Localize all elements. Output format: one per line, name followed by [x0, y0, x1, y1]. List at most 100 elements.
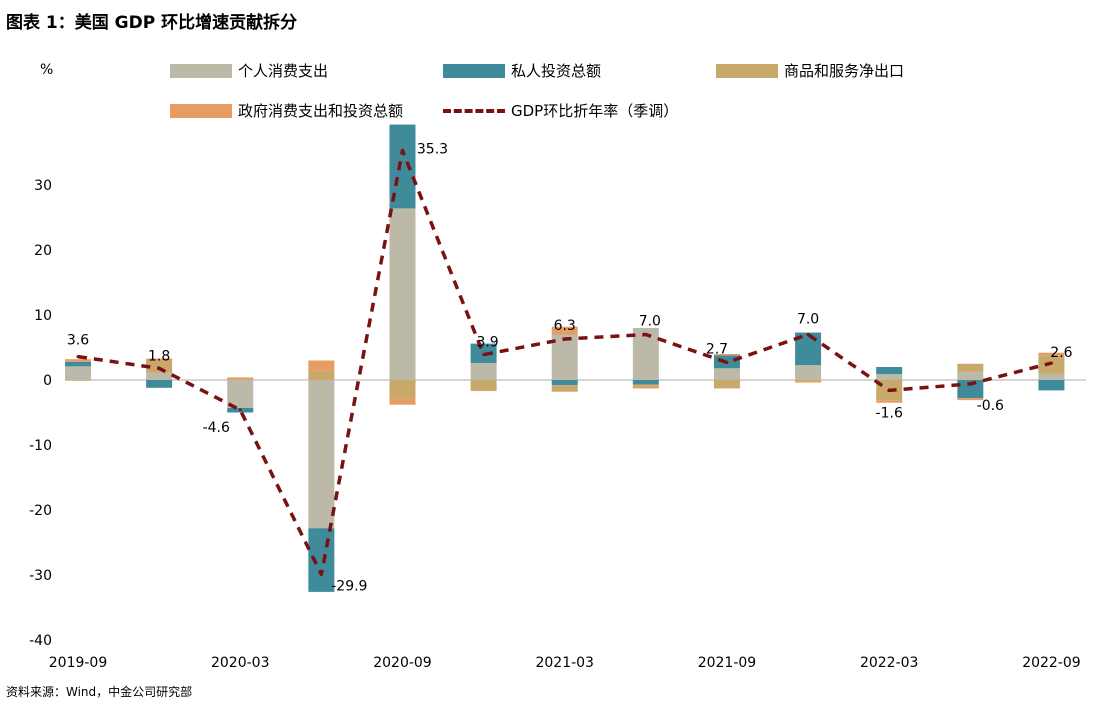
legend-item-consumption: 个人消费支出 [170, 60, 328, 81]
bar-consumption [957, 371, 984, 380]
bar-consumption [876, 374, 903, 380]
x-tick-label: 2022-09 [1022, 655, 1081, 671]
bar-government [795, 381, 822, 383]
gdp-data-label: 7.0 [639, 314, 661, 330]
gdp-point [968, 382, 972, 386]
gdp-point [563, 337, 567, 341]
x-tick-label: 2019-09 [49, 655, 108, 671]
y-tick-label: 30 [34, 178, 52, 194]
legend-item-net-exports: 商品和服务净出口 [716, 60, 904, 81]
y-tick-label: -30 [29, 568, 52, 584]
y-tick-label: 0 [43, 373, 52, 389]
gdp-data-label: 7.0 [797, 312, 819, 328]
gdp-point [238, 408, 242, 412]
bar-net_exports [227, 379, 254, 380]
bar-net_exports [957, 363, 984, 372]
y-tick-label: -40 [29, 633, 52, 649]
bar-net_exports [308, 370, 335, 380]
legend-label-consumption: 个人消费支出 [238, 62, 329, 80]
gdp-data-label: -29.9 [331, 578, 367, 594]
bar-consumption [308, 380, 335, 529]
bar-net_exports [713, 380, 740, 389]
bar-government [308, 360, 335, 371]
bar-government [1038, 352, 1065, 356]
bar-consumption [146, 372, 173, 380]
bar-net_exports [795, 380, 822, 382]
bar-consumption [1038, 373, 1065, 380]
source-note: 资料来源：Wind，中金公司研究部 [6, 685, 193, 699]
gdp-point [482, 353, 486, 357]
y-axis-unit: % [40, 62, 54, 78]
bar-government [876, 400, 903, 403]
legend-item-investment: 私人投资总额 [443, 60, 601, 81]
bar-government [146, 358, 173, 361]
gdp-data-label: -1.6 [876, 405, 903, 421]
bar-government [65, 359, 91, 362]
bar-net_exports [470, 380, 497, 391]
bar-government [551, 326, 578, 335]
legend-swatch-gdp-line [443, 108, 505, 113]
bar-investment [876, 367, 903, 375]
bar-government [470, 390, 497, 392]
bar-net_exports [389, 380, 416, 399]
bar-net_exports [65, 380, 91, 381]
gdp-point [1049, 361, 1053, 365]
legend-item-government: 政府消费支出和投资总额 [170, 100, 403, 121]
gdp-point [806, 333, 810, 336]
bar-investment [632, 380, 659, 385]
gdp-data-label: 2.7 [706, 341, 728, 357]
legend-swatch-consumption [170, 63, 232, 78]
x-tick-label: 2022-03 [860, 655, 919, 671]
gdp-data-label: -4.6 [203, 420, 230, 436]
legend-swatch-investment [443, 63, 505, 78]
x-tick-label: 2020-03 [211, 655, 270, 671]
gdp-data-label: 2.6 [1050, 345, 1072, 361]
bar-consumption [227, 380, 254, 408]
y-tick-label: 20 [34, 243, 52, 259]
bar-government [227, 377, 254, 380]
bar-consumption [795, 365, 822, 380]
gdp-data-label: 6.3 [554, 318, 576, 334]
gdp-point [400, 149, 404, 153]
bar-consumption [470, 363, 497, 380]
legend-label-government: 政府消费支出和投资总额 [238, 102, 404, 120]
bar-consumption [713, 368, 740, 380]
y-tick-label: -10 [29, 438, 52, 454]
gdp-data-label: 1.8 [148, 348, 170, 364]
legend-label-gdp-line: GDP环比折年率（季调） [511, 102, 679, 120]
x-tick-label: 2021-03 [535, 655, 594, 671]
gdp-point [725, 360, 729, 364]
gdp-data-label: 3.9 [476, 335, 498, 351]
bar-net_exports [551, 385, 578, 392]
gdp-point [157, 366, 161, 370]
x-tick-label: 2021-09 [698, 655, 757, 671]
bar-consumption [65, 366, 91, 380]
gdp-data-label: -0.6 [977, 398, 1004, 414]
bar-investment [65, 361, 91, 367]
chart-title: 图表 1：美国 GDP 环比增速贡献拆分 [6, 13, 298, 33]
gdp-point [887, 388, 891, 392]
bar-consumption [632, 328, 659, 380]
bar-consumption [389, 208, 416, 380]
gdp-point [76, 355, 80, 359]
bar-government [713, 354, 740, 356]
gdp-data-label: 35.3 [417, 142, 448, 158]
legend-label-investment: 私人投资总额 [511, 62, 602, 80]
legend-swatch-net-exports [716, 63, 778, 78]
bar-government [957, 398, 984, 401]
bar-investment [957, 380, 984, 399]
y-tick-label: -20 [29, 503, 52, 519]
gdp-data-label: 3.6 [67, 333, 89, 349]
gdp-point [644, 333, 648, 336]
bar-investment [146, 380, 173, 388]
legend-item-gdp-line: GDP环比折年率（季调） [443, 100, 678, 121]
bar-investment [1038, 380, 1065, 391]
legend-swatch-government [170, 103, 232, 118]
bar-government [389, 398, 416, 405]
bar-government [632, 385, 659, 389]
legend-label-net-exports: 商品和服务净出口 [784, 62, 905, 80]
gdp-point [319, 572, 323, 576]
bar-investment [551, 380, 578, 386]
x-tick-label: 2020-09 [373, 655, 432, 671]
